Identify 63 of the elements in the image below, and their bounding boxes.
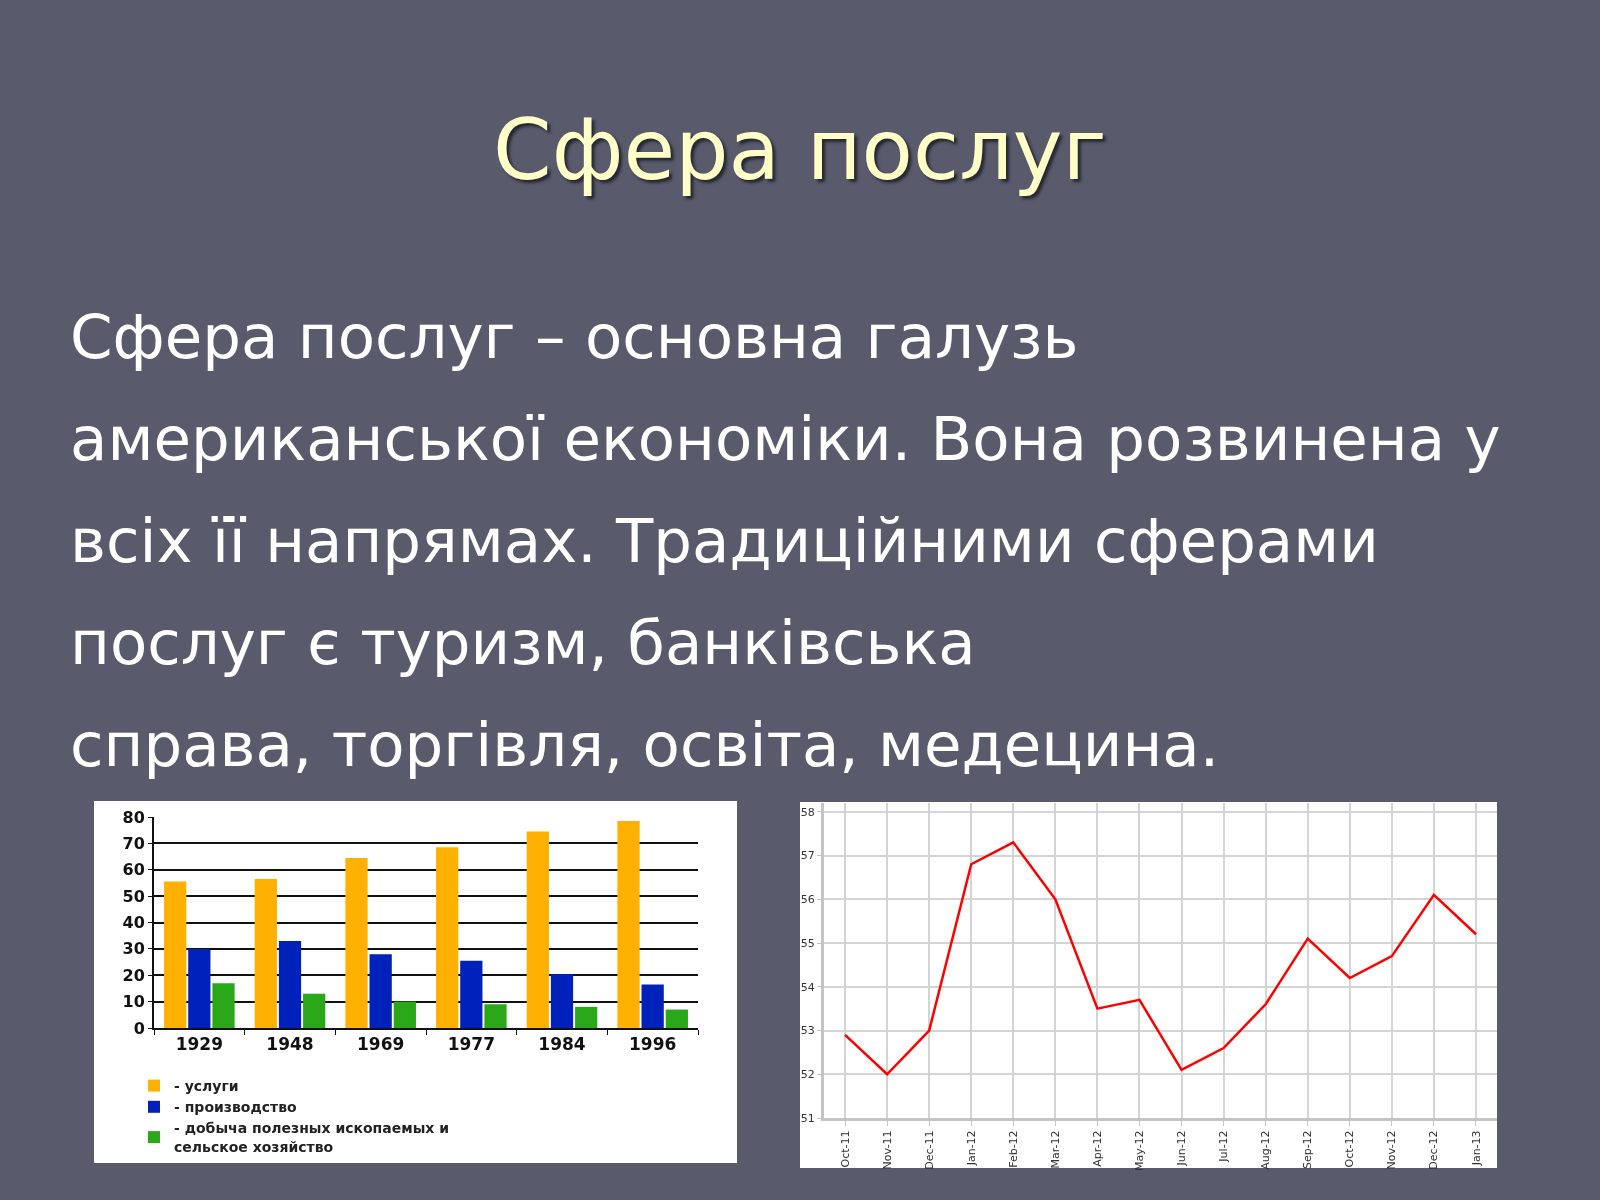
bar [393, 1001, 416, 1028]
legend-label: - добыча полезных ископаемых и сельское хозяйство [174, 1120, 450, 1155]
text: Сфера послуг – основна галузь американської економіки. Вона розвинена у всіх її напрямах. Традиційними сферами послуг є туризм, банківська справа, торгівля, освіта, медецина. [70, 301, 1501, 780]
bar [550, 973, 574, 1028]
x-tick-label: Nov-12 [1385, 1130, 1399, 1170]
x-tick-label: Nov-11 [880, 1130, 894, 1170]
legend-label: - услуги [174, 1078, 239, 1095]
bar [164, 881, 187, 1028]
y-tick-label: 0 [133, 1018, 145, 1038]
y-tick-label: 51 [800, 1111, 815, 1125]
bar [665, 1009, 688, 1028]
bar [345, 857, 368, 1028]
y-tick-label: 55 [800, 936, 815, 950]
y-tick-label: 58 [800, 805, 815, 819]
x-tick-label: Jul-12 [1217, 1130, 1231, 1163]
bar [575, 1006, 598, 1028]
y-tick-label: 52 [800, 1068, 815, 1082]
bar [641, 984, 664, 1028]
x-tick-label: Mar-12 [1048, 1130, 1062, 1169]
x-tick-label: Sep-12 [1301, 1130, 1315, 1170]
y-tick-label: 53 [800, 1024, 815, 1038]
y-tick-label: 20 [122, 965, 145, 985]
bar [188, 948, 211, 1028]
bar [484, 1004, 507, 1028]
y-tick-label: 56 [800, 893, 815, 907]
bar [278, 940, 302, 1028]
x-tick-label: 1996 [629, 1034, 677, 1055]
y-tick-label: 30 [122, 939, 145, 959]
legend-label: - производство [174, 1099, 297, 1116]
x-tick-label: May-12 [1133, 1130, 1147, 1171]
y-tick-label: 50 [122, 886, 145, 906]
bar [460, 960, 483, 1028]
x-tick-label: Oct-12 [1343, 1130, 1357, 1168]
line-series [843, 841, 1478, 1076]
y-tick-label: 40 [122, 913, 145, 933]
bar [369, 954, 392, 1028]
bar [303, 993, 326, 1028]
x-tick-label: 1984 [538, 1034, 586, 1055]
y-tick-label: 60 [122, 860, 145, 880]
x-tick-label: Oct-11 [838, 1130, 852, 1168]
x-tick-label: Aug-12 [1259, 1130, 1273, 1170]
x-tick-label: Dec-11 [922, 1130, 936, 1170]
y-tick-label: 70 [122, 833, 145, 853]
bar [212, 983, 235, 1028]
text: Сфера послуг [493, 101, 1107, 199]
y-tick-label: 57 [800, 849, 815, 863]
bar [617, 820, 640, 1028]
y-tick-label: 54 [800, 980, 815, 994]
x-tick-label: 1969 [357, 1034, 405, 1055]
x-tick-label: Apr-12 [1090, 1130, 1104, 1167]
bar [254, 878, 277, 1028]
y-tick-label: 10 [122, 992, 145, 1012]
x-tick-label: Jun-12 [1175, 1130, 1189, 1167]
x-tick-label: 1948 [266, 1034, 314, 1055]
x-tick-label: Feb-12 [1006, 1130, 1020, 1168]
x-tick-label: Dec-12 [1427, 1130, 1441, 1170]
x-tick-label: 1977 [447, 1034, 495, 1055]
x-tick-label: 1929 [175, 1034, 223, 1055]
bar [526, 831, 549, 1028]
y-tick-label: 80 [122, 807, 145, 827]
bar [436, 847, 459, 1028]
x-tick-label: Jan-12 [964, 1130, 978, 1167]
x-tick-label: Jan-13 [1469, 1130, 1483, 1167]
